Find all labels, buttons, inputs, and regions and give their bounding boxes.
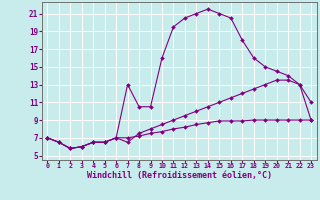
X-axis label: Windchill (Refroidissement éolien,°C): Windchill (Refroidissement éolien,°C): [87, 171, 272, 180]
